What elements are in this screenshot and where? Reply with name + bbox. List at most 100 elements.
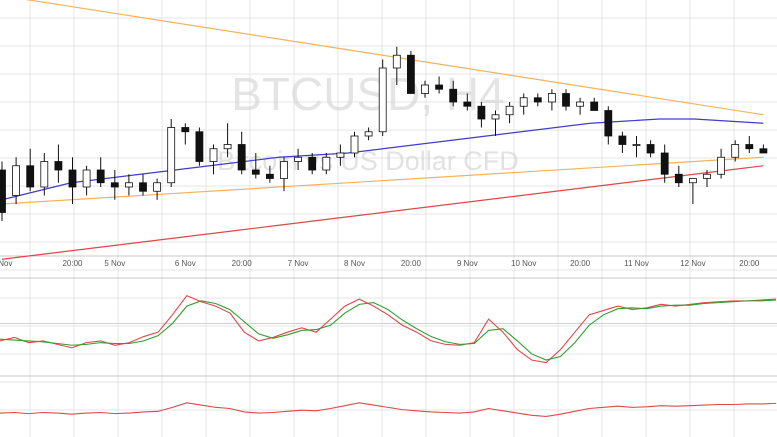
candle [646,140,655,158]
x-axis-label: 20:00 [232,259,253,268]
candle-body [477,105,486,120]
candle [604,106,613,145]
candle [364,127,373,141]
candle [308,153,317,175]
candle [12,157,21,204]
candle [40,153,49,196]
candle-body [12,165,21,196]
candle [435,76,444,94]
x-axis-label: 7 Nov [288,259,309,268]
candle [378,59,387,136]
candle-body [703,173,711,179]
candle-body [689,178,697,184]
candle-body [576,101,584,107]
moving-average-slow [1,165,764,260]
candle [449,80,458,107]
candle-body [491,114,500,120]
candle [195,127,204,166]
stochastic-panel [0,294,777,364]
candle-body [251,169,260,175]
candle-body [745,144,754,150]
x-axis-label: 6 Nov [175,259,196,268]
candle [153,178,162,200]
x-axis-label: 20:00 [401,259,422,268]
candle-body [674,173,683,184]
candle [26,148,35,192]
candle-body [181,127,190,133]
candle-body [195,131,204,162]
x-axis-labels: 4 Nov 20:00 5 Nov 6 Nov 20:00 7 Nov 8 Nov 20:00… [0,259,760,268]
candle [125,174,133,196]
x-axis-label: 20:00 [570,259,591,268]
candle [350,131,359,158]
x-axis-label: 8 Nov [344,259,365,268]
upper-trendline [25,0,764,116]
candle-body [336,152,345,158]
candlestick-series [0,46,768,221]
candle [110,170,119,200]
candle [759,144,768,154]
candle [181,123,190,145]
candle-body [26,165,35,188]
candle [745,136,754,153]
candle-body [759,148,768,154]
candle-body [632,144,641,146]
candle-body [660,152,669,175]
candle-body [406,54,415,94]
candle-body [350,135,359,154]
candle [54,144,63,183]
candle [237,131,246,175]
candle [491,110,500,136]
x-axis-label: 10 Nov [511,259,536,268]
candle-body [82,169,91,188]
candle [392,46,401,85]
candle [96,157,105,187]
candle-body [392,54,401,69]
candle-body [463,101,472,107]
candle [590,97,599,111]
candle-body [646,144,655,154]
candle-body [533,97,542,103]
candle-body [731,144,740,158]
candle-body [280,161,288,179]
candle-body [68,169,77,188]
candle [703,170,711,187]
candle-body [294,156,303,162]
candle-body [590,101,599,111]
candle-body [265,173,274,179]
candle [280,157,288,192]
candle-body [548,93,556,103]
candle [251,153,260,179]
candle-body [378,67,387,133]
x-axis-label: 4 Nov [0,259,12,268]
candle-body [167,127,176,184]
candle [674,165,683,187]
candle [717,148,725,179]
x-axis-label: 9 Nov [457,259,478,268]
candle [660,144,669,183]
candle-body [96,169,105,184]
candle-body [604,110,613,137]
candle-body [322,156,331,171]
candle-body [54,161,63,171]
x-axis-label: 11 Nov [624,259,649,268]
panel-separators [0,255,777,377]
candle-body [237,144,246,171]
candle [576,97,584,115]
candle-body [562,93,570,107]
candle-body [717,156,725,175]
candle [421,80,429,98]
candle [265,165,274,183]
candle [548,89,556,111]
lower-trendline [1,156,764,205]
candle [505,102,514,124]
candle-body [308,156,317,171]
candle [68,157,77,204]
candle-body [40,161,49,188]
candle [618,131,627,153]
stochastic-line-d [0,299,777,361]
stochastic-line-k [0,294,777,364]
candle [477,102,486,128]
